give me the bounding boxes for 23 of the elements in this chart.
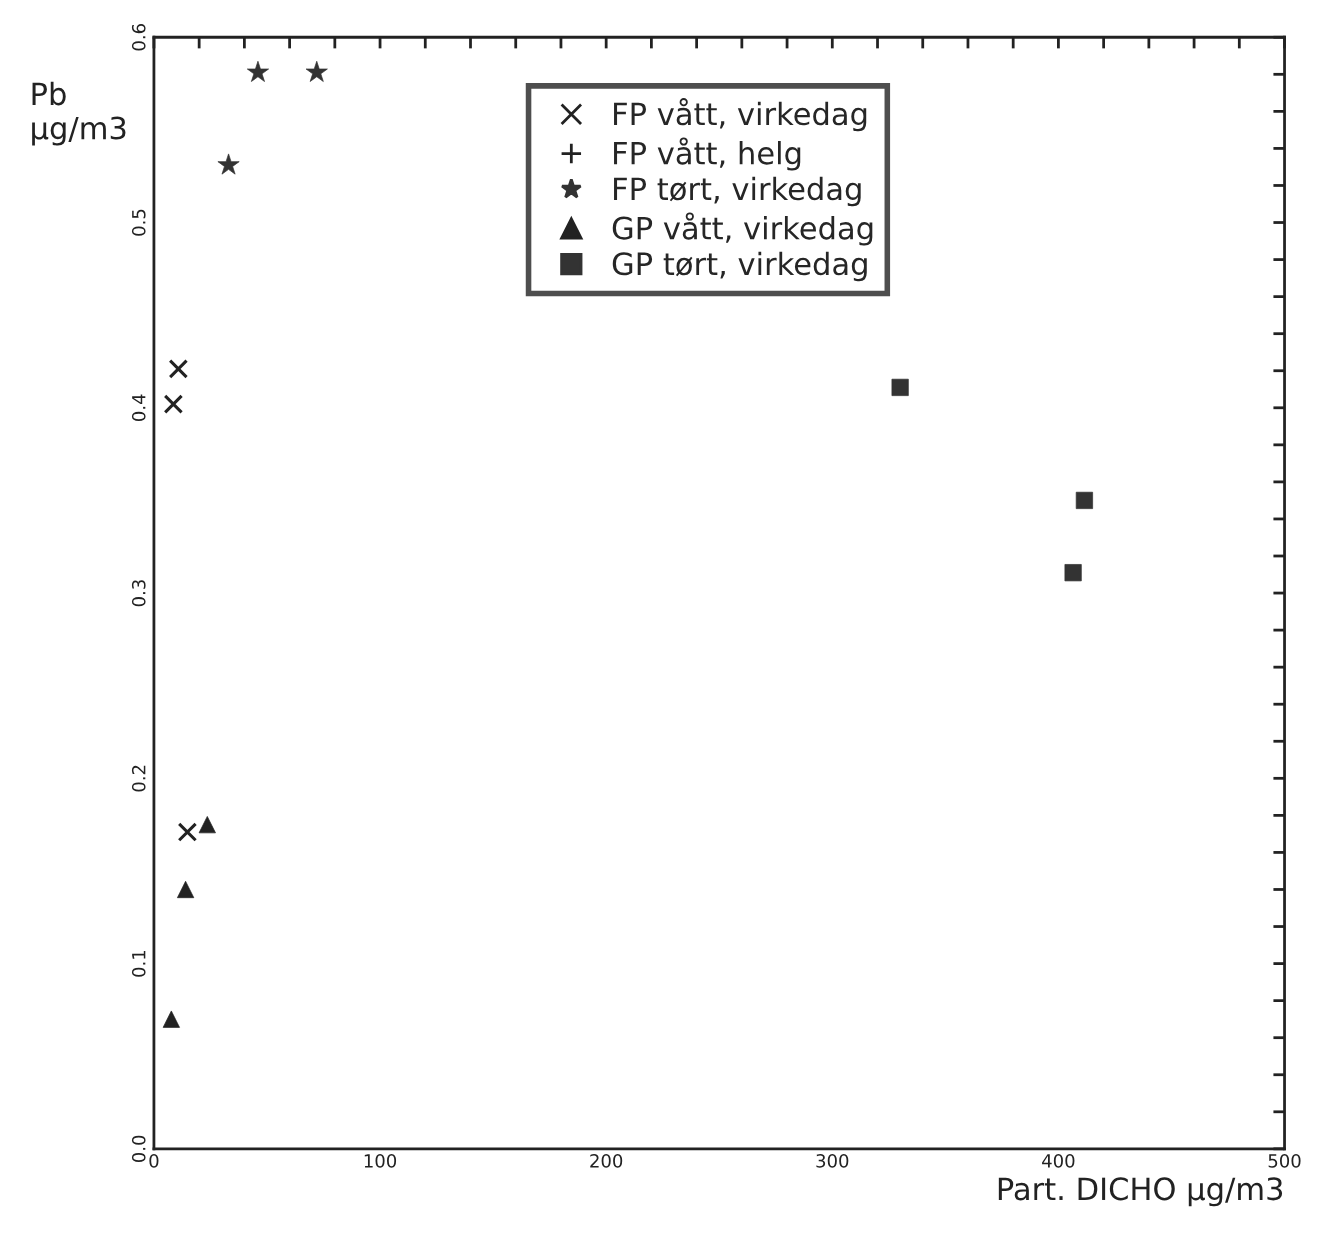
y-tick-label: 0.0: [131, 1135, 146, 1163]
y-tick-label: 0.3: [131, 580, 146, 607]
legend-label: GP vått, virkedag: [612, 212, 873, 246]
point: [163, 394, 184, 414]
legend-label: FP vått, virkedag: [614, 98, 867, 132]
point: [168, 359, 189, 379]
x-tick-label: 500: [1268, 1154, 1301, 1168]
point: [177, 822, 198, 842]
legend-label: FP vått, helg: [614, 137, 801, 171]
y-tick-label: 0.1: [131, 950, 146, 977]
legend-label: GP tørt, virkedag: [612, 251, 867, 282]
y-axis-title: Pb µg/m3: [32, 81, 126, 146]
y-tick-label: 0.2: [131, 765, 146, 792]
y-tick-label: 0.6: [131, 24, 146, 51]
x-tick-label: 200: [590, 1154, 623, 1168]
x-tick-label: 300: [816, 1154, 849, 1168]
x-tick-label: 400: [1042, 1154, 1075, 1168]
x-axis-title: Part. DICHO µg/m3: [998, 1177, 1283, 1207]
y-tick-label: 0.5: [131, 209, 146, 236]
x-tick-label: 100: [364, 1154, 397, 1168]
legend-label: FP tørt, virkedag: [614, 176, 861, 207]
x-tick-label: 0: [149, 1154, 159, 1168]
y-tick-label: 0.4: [131, 394, 146, 421]
